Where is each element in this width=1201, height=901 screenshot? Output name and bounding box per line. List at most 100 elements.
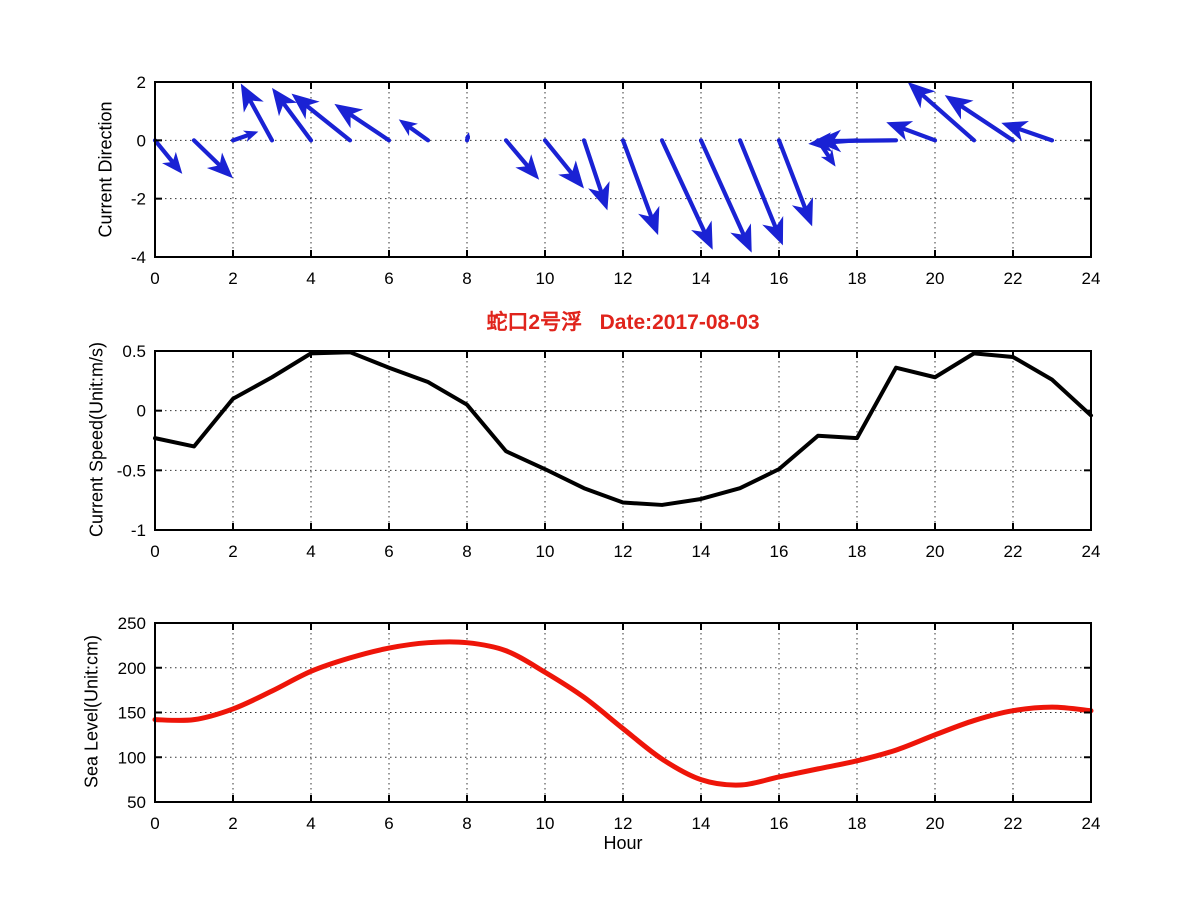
current-arrow-head: [638, 205, 660, 236]
tick-label-y: -0.5: [117, 461, 146, 480]
current-arrow-shaft: [698, 138, 747, 238]
current-arrow-shaft: [900, 126, 938, 143]
tick-label-x: 16: [770, 269, 789, 288]
tick-label-x: 8: [462, 814, 471, 833]
current-arrow-head: [944, 95, 974, 120]
tick-label-x: 2: [228, 542, 237, 561]
tick-label-x: 8: [462, 269, 471, 288]
tick-label-x: 14: [692, 814, 711, 833]
tick-label-y: 2: [137, 73, 146, 92]
tick-label-x: 4: [306, 269, 315, 288]
tick-label-x: 6: [384, 542, 393, 561]
current-arrow-shaft: [191, 138, 223, 168]
tick-label-x: 20: [926, 542, 945, 561]
tick-label-x: 6: [384, 814, 393, 833]
sea-level-line: [152, 639, 1094, 788]
current-arrow-head: [814, 129, 842, 153]
tick-label-x: 8: [462, 542, 471, 561]
tick-label-x: 18: [848, 269, 867, 288]
tick-label-x: 2: [228, 269, 237, 288]
tick-label-x: 22: [1004, 814, 1023, 833]
current-arrow-shaft: [281, 100, 314, 143]
current-arrow-head: [691, 220, 713, 250]
current-arrow-head: [820, 149, 836, 167]
current-arrow-head: [515, 154, 540, 180]
tick-label-y: 250: [118, 614, 146, 633]
current-arrow-head: [886, 121, 914, 141]
current-arrow-shaft: [620, 138, 654, 220]
tick-label-x: 20: [926, 814, 945, 833]
tick-label-y: 0: [137, 131, 146, 150]
tick-label-x: 24: [1082, 269, 1101, 288]
tick-label-x: 4: [306, 542, 315, 561]
tick-label-y: -4: [131, 248, 146, 267]
current-arrow-shaft: [542, 138, 575, 176]
tick-label-y: -2: [131, 190, 146, 209]
quiver-series: [152, 82, 1055, 253]
tick-label-y: 100: [118, 748, 146, 767]
tick-label-x: 10: [536, 542, 555, 561]
current-arrow-head: [291, 93, 320, 120]
tick-label-x: 18: [848, 542, 867, 561]
tick-label-x: 12: [614, 542, 633, 561]
tick-label-x: 12: [614, 269, 633, 288]
xlabel-hour: Hour: [603, 833, 643, 853]
tick-label-y: 150: [118, 704, 146, 723]
axes-current-speed: 0 2 4 6 8 10 12 14 16 18 20 22 240.50-0.5-1: [117, 342, 1101, 561]
current-arrow-shaft: [247, 97, 275, 143]
current-arrow-shaft: [230, 132, 252, 143]
tick-label-y: 0: [137, 402, 146, 421]
current-arrow-shaft: [304, 103, 353, 143]
current-arrow-head: [272, 87, 298, 117]
current-arrow-head: [730, 223, 752, 253]
tick-label-x: 20: [926, 269, 945, 288]
tick-label-x: 22: [1004, 269, 1023, 288]
tick-label-x: 10: [536, 814, 555, 833]
tick-label-x: 16: [770, 814, 789, 833]
tick-label-x: 4: [306, 814, 315, 833]
tick-label-x: 22: [1004, 542, 1023, 561]
tick-label-x: 14: [692, 269, 711, 288]
current-arrow-shaft: [958, 103, 1016, 143]
current-arrow-head: [762, 216, 784, 246]
current-arrow-head: [206, 152, 233, 179]
tick-label-x: 0: [150, 814, 159, 833]
current-arrow-head: [162, 151, 183, 174]
tick-label-x: 18: [848, 814, 867, 833]
current-arrow-head: [558, 160, 584, 189]
current-arrow-shaft: [659, 138, 707, 235]
current-arrow-shaft: [464, 134, 470, 143]
current-arrow-head: [398, 119, 418, 137]
tick-label-y: 200: [118, 659, 146, 678]
current-arrow-head: [464, 132, 471, 140]
current-arrow-shaft: [919, 92, 977, 143]
tick-label-x: 10: [536, 269, 555, 288]
tick-label-x: 0: [150, 542, 159, 561]
current-arrow-head: [240, 83, 264, 113]
tick-label-x: 0: [150, 269, 159, 288]
current-arrow-shaft: [776, 138, 808, 211]
current-arrow-shaft: [152, 138, 176, 165]
current-arrow-head: [791, 197, 814, 227]
tick-label-x: 14: [692, 542, 711, 561]
current-arrow-head: [242, 130, 259, 142]
tick-label-y: 0.5: [122, 342, 146, 361]
tick-label-x: 24: [1082, 542, 1101, 561]
current-arrow-head: [588, 181, 610, 211]
current-arrow-shaft: [503, 138, 531, 169]
plot-title: 蛇口2号浮 Date:2017-08-03: [486, 311, 760, 334]
current-arrow-shaft: [737, 138, 778, 230]
current-arrow-shaft: [348, 112, 392, 143]
tick-label-y: 50: [127, 793, 146, 812]
current-arrow-shaft: [830, 138, 899, 144]
tick-label-x: 12: [614, 814, 633, 833]
current-arrow-head: [907, 82, 936, 109]
tick-label-x: 16: [770, 542, 789, 561]
tick-label-y: -1: [131, 521, 146, 540]
current-arrow-head: [1001, 121, 1029, 142]
current-arrow-head: [334, 103, 364, 129]
